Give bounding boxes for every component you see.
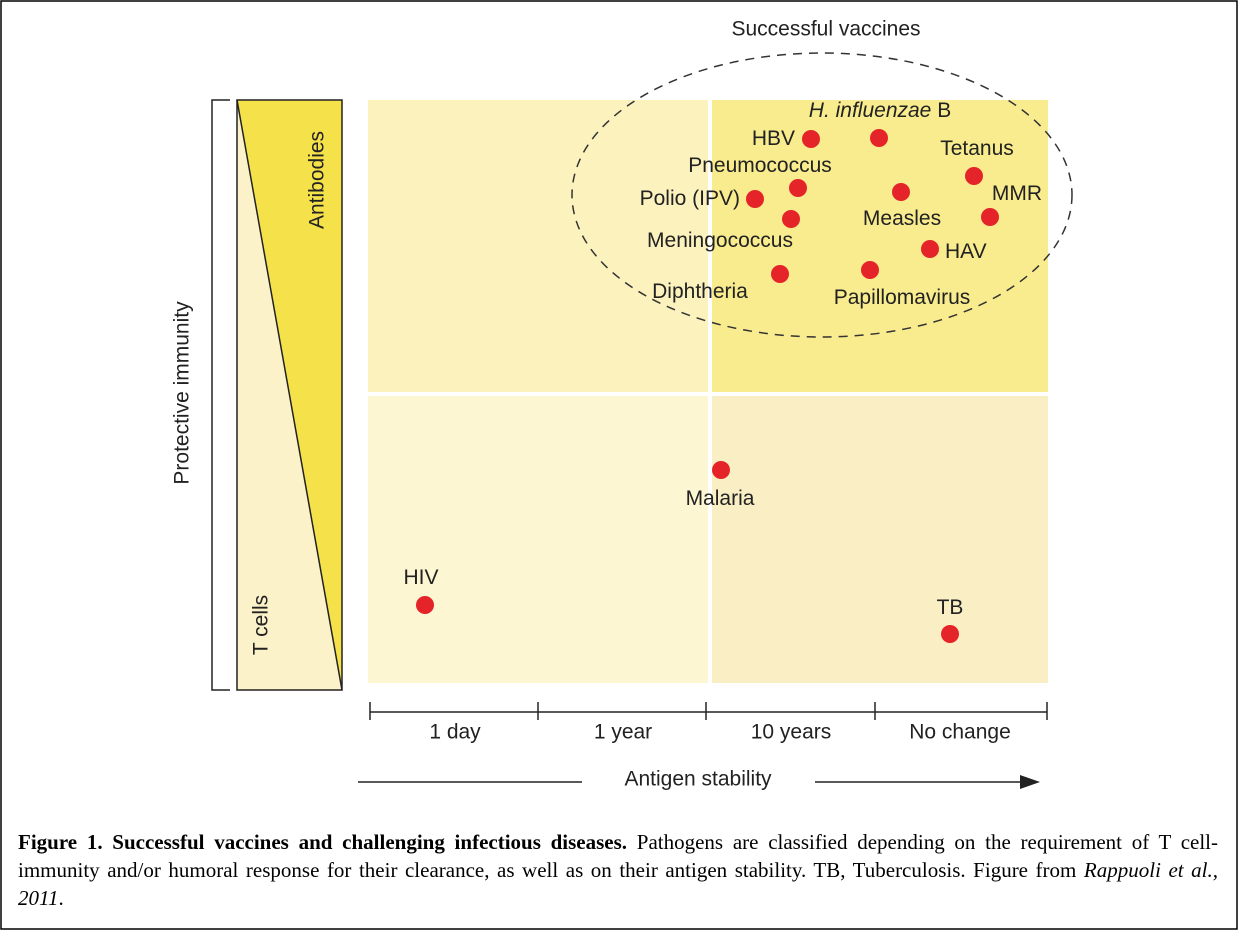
pathogen-label: TB (937, 596, 964, 619)
pathogen-dot (712, 461, 730, 479)
pathogen-label-text: TB (937, 596, 964, 619)
pathogen-dot (965, 167, 983, 185)
pathogen-label-text: Malaria (686, 487, 755, 510)
pathogen-label-text: Papillomavirus (834, 286, 971, 309)
x-axis-label: Antigen stability (624, 768, 772, 791)
pathogen-dot (941, 625, 959, 643)
pathogen-label-text: HIV (403, 566, 438, 589)
pathogen-label-text: HBV (752, 127, 795, 150)
caption-bold: Figure 1. Successful vaccines and challe… (18, 830, 628, 854)
pathogen-label-text: Polio (IPV) (640, 187, 740, 210)
pathogen-dot (981, 208, 999, 226)
pathogen-label-text: Meningococcus (647, 229, 793, 252)
pathogen-dot (746, 190, 764, 208)
diagonal (236, 99, 343, 691)
pathogen-label: Measles (863, 207, 941, 230)
caption-end: . (58, 886, 64, 910)
x-category: 1 year (594, 721, 652, 744)
pathogen-label: HAV (945, 240, 987, 263)
caption-text: Pathogens are classified depending on th… (18, 830, 1219, 882)
pathogen-dot (771, 265, 789, 283)
pathogen-dot (861, 261, 879, 279)
arrow-head (1020, 775, 1040, 789)
pathogen-label: Malaria (686, 487, 755, 510)
pathogen-label: Diphtheria (652, 280, 748, 303)
pathogen-label: MMR (992, 182, 1042, 205)
pathogen-dot (802, 130, 820, 148)
pathogen-label-text: B (937, 99, 951, 122)
caption-citation: Rappuoli et al., 2011 (18, 858, 1218, 910)
pathogen-label: Polio (IPV) (640, 187, 740, 210)
pathogen-dot (921, 240, 939, 258)
caption: Figure 1. Successful vaccines and challe… (18, 828, 1218, 912)
pathogen-label: Meningococcus (647, 229, 793, 252)
pathogen-dot (782, 210, 800, 228)
x-category: No change (909, 721, 1011, 744)
gradient-bottom-label: T cells (250, 595, 273, 655)
pathogen-label-italic: H. influenzae (809, 99, 932, 122)
group-ellipse (571, 52, 1073, 338)
pathogen-label-text: MMR (992, 182, 1042, 205)
pathogen-dot (892, 183, 910, 201)
quadrant (712, 396, 1048, 683)
pathogen-dot (789, 179, 807, 197)
pathogen-label-text: Pneumococcus (688, 154, 832, 177)
pathogen-label-text: HAV (945, 240, 987, 263)
gradient-box (236, 99, 343, 691)
quadrant (368, 396, 708, 683)
pathogen-label: HIV (403, 566, 438, 589)
x-category: 1 day (429, 721, 481, 744)
pathogen-label: Pneumococcus (688, 154, 832, 177)
pathogen-label-text: Measles (863, 207, 941, 230)
pathogen-label: Papillomavirus (834, 286, 971, 309)
gradient-top-label: Antibodies (306, 131, 329, 229)
pathogen-dot (870, 129, 888, 147)
pathogen-label: Tetanus (940, 137, 1014, 160)
bracket (211, 99, 230, 691)
pathogen-label: H. influenzae B (809, 99, 951, 122)
quadrant (368, 100, 708, 392)
group-label: Successful vaccines (731, 18, 920, 41)
x-category: 10 years (751, 721, 832, 744)
pathogen-label-text: Diphtheria (652, 280, 748, 303)
pathogen-dot (416, 596, 434, 614)
y-axis-label: Protective immunity (171, 301, 194, 485)
pathogen-label: HBV (752, 127, 795, 150)
quadrant (712, 100, 1048, 392)
pathogen-label-text: Tetanus (940, 137, 1014, 160)
